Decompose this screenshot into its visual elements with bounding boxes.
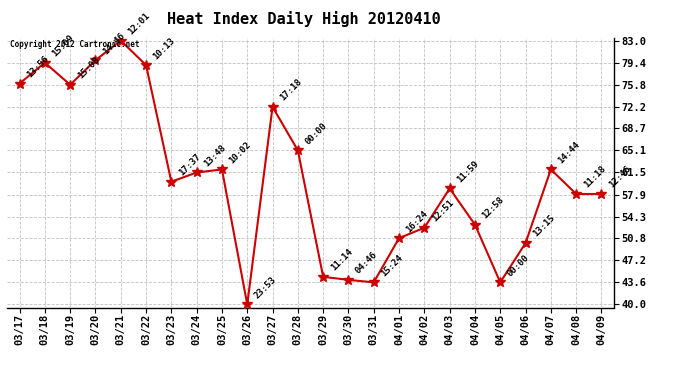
Text: 10:13: 10:13 [152,36,177,61]
Text: 00:00: 00:00 [506,253,531,278]
Text: 16:24: 16:24 [404,209,430,234]
Text: 10:02: 10:02 [228,140,253,165]
Text: Copyright 2012 Cartronic.net: Copyright 2012 Cartronic.net [10,40,139,49]
Text: 15:24: 15:24 [380,253,404,278]
Text: 13:48: 13:48 [202,143,228,168]
Text: 11:59: 11:59 [455,159,480,184]
Text: 12:46: 12:46 [607,165,632,190]
Text: 11:14: 11:14 [328,247,354,273]
Text: 17:37: 17:37 [177,152,202,177]
Text: 13:56: 13:56 [25,54,50,80]
Text: 00:00: 00:00 [304,121,328,146]
Text: 12:01: 12:01 [126,11,152,36]
Text: Heat Index Daily High 20120410: Heat Index Daily High 20120410 [167,11,440,27]
Text: 15:09: 15:09 [50,33,76,58]
Text: 14:46: 14:46 [101,31,126,56]
Text: 13:15: 13:15 [531,213,556,239]
Text: 12:58: 12:58 [480,195,506,220]
Text: 14:44: 14:44 [556,140,582,165]
Text: 15:08: 15:08 [76,55,101,81]
Text: 12:51: 12:51 [430,198,455,223]
Text: 17:18: 17:18 [278,77,304,103]
Text: 04:46: 04:46 [354,251,380,276]
Text: 23:53: 23:53 [253,275,278,300]
Text: 11:18: 11:18 [582,165,607,190]
